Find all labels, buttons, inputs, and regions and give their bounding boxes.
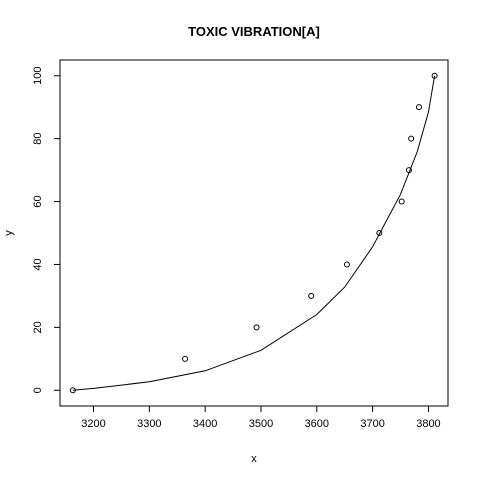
data-point <box>415 104 422 111</box>
y-axis-label: y <box>3 230 15 236</box>
y-tick-label: 60 <box>32 195 44 207</box>
x-tick-label: 3300 <box>137 418 161 430</box>
y-tick-label: 40 <box>32 258 44 270</box>
y-tick-label: 80 <box>32 133 44 145</box>
data-point <box>431 72 438 79</box>
x-axis: 3200 3300 3400 3500 3600 3700 3800 <box>81 405 441 430</box>
data-point <box>308 292 315 299</box>
chart-title: TOXIC VIBRATION[A] <box>188 24 320 39</box>
data-point <box>398 198 405 205</box>
y-tick-label: 100 <box>32 67 44 85</box>
plot-frame <box>59 59 449 407</box>
fitted-curve <box>72 75 436 391</box>
data-point <box>253 324 260 331</box>
x-tick-label: 3800 <box>416 418 440 430</box>
data-point <box>376 230 383 236</box>
data-point <box>69 387 76 394</box>
x-axis-label: x <box>251 453 257 465</box>
x-tick-label: 3200 <box>81 418 105 430</box>
data-point <box>405 167 412 174</box>
data-point <box>182 355 189 362</box>
y-axis: 0 20 40 60 80 100 <box>32 67 61 393</box>
data-point <box>343 261 350 268</box>
x-tick-label: 3700 <box>360 418 384 430</box>
y-tick-label: 0 <box>32 387 44 393</box>
x-tick-label: 3600 <box>305 418 329 430</box>
data-points <box>69 72 438 394</box>
x-tick-label: 3500 <box>249 418 273 430</box>
data-point <box>408 135 415 142</box>
y-tick-label: 20 <box>32 321 44 333</box>
x-tick-label: 3400 <box>193 418 217 430</box>
